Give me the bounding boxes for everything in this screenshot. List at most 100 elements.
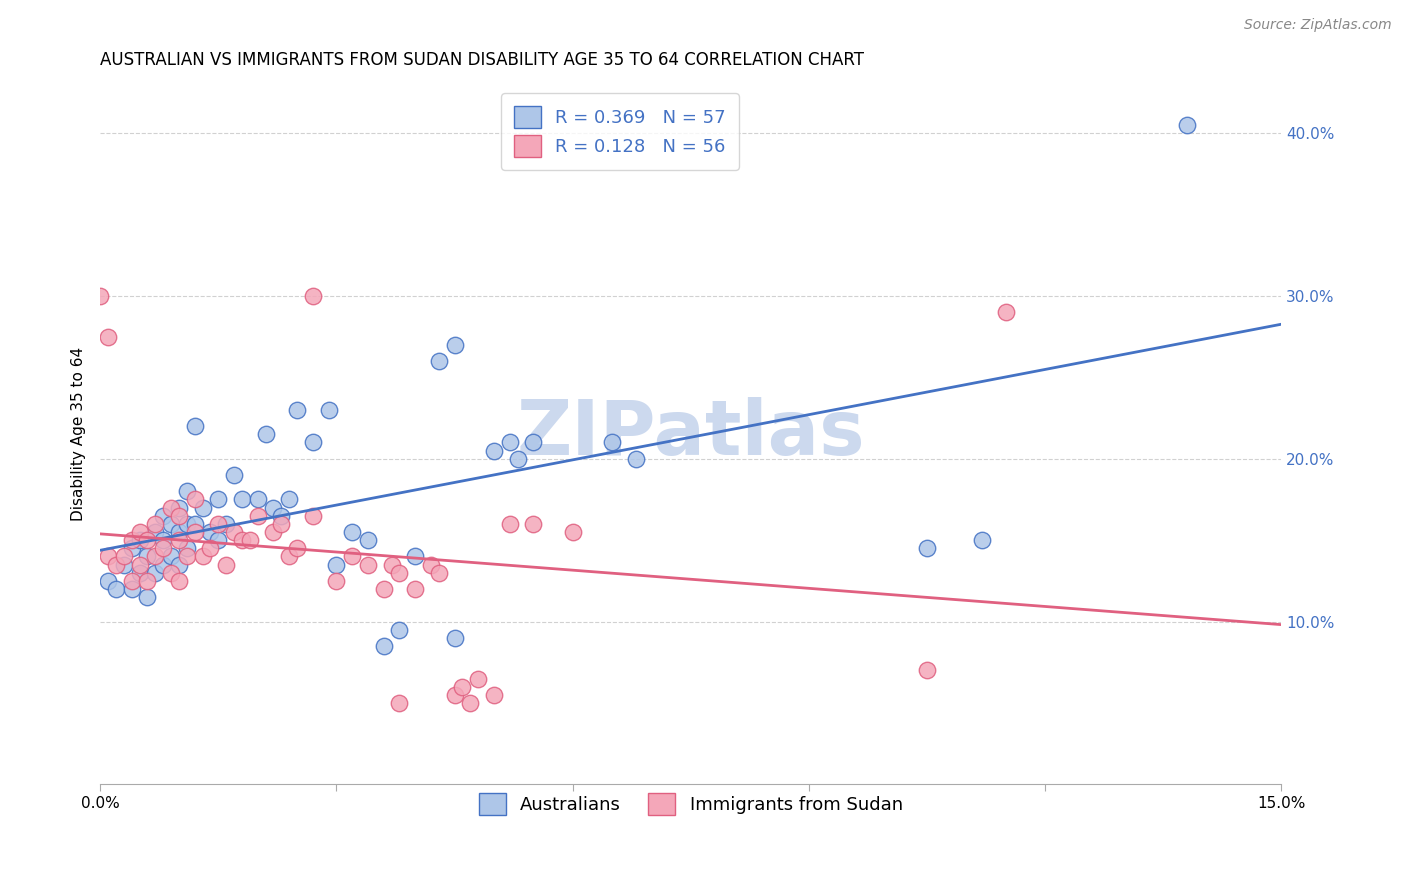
Point xyxy=(443,631,465,645)
Point xyxy=(152,541,174,556)
Point xyxy=(373,639,395,653)
Point xyxy=(506,451,529,466)
Point xyxy=(207,533,229,548)
Point xyxy=(972,533,994,548)
Point xyxy=(128,524,150,539)
Point xyxy=(152,533,174,548)
Point xyxy=(160,566,183,580)
Point xyxy=(458,696,481,710)
Point xyxy=(285,402,308,417)
Point xyxy=(239,533,262,548)
Point xyxy=(160,549,183,564)
Point xyxy=(215,558,238,572)
Legend: Australians, Immigrants from Sudan: Australians, Immigrants from Sudan xyxy=(470,784,912,824)
Point xyxy=(270,516,292,531)
Point xyxy=(176,516,198,531)
Text: ZIPatlas: ZIPatlas xyxy=(516,397,865,471)
Point xyxy=(270,508,292,523)
Point xyxy=(121,582,143,596)
Point xyxy=(183,524,205,539)
Point xyxy=(167,508,190,523)
Point xyxy=(404,549,426,564)
Point xyxy=(222,524,245,539)
Point xyxy=(121,541,143,556)
Point xyxy=(522,516,544,531)
Point xyxy=(388,696,411,710)
Point xyxy=(176,541,198,556)
Point xyxy=(152,508,174,523)
Point xyxy=(136,549,159,564)
Point xyxy=(915,664,938,678)
Point xyxy=(231,533,253,548)
Point xyxy=(128,558,150,572)
Point xyxy=(915,541,938,556)
Point xyxy=(262,524,284,539)
Point xyxy=(104,582,127,596)
Point xyxy=(167,574,190,588)
Point xyxy=(136,574,159,588)
Point xyxy=(167,500,190,515)
Point xyxy=(121,574,143,588)
Point xyxy=(97,329,120,343)
Point xyxy=(183,516,205,531)
Text: Source: ZipAtlas.com: Source: ZipAtlas.com xyxy=(1244,18,1392,32)
Point xyxy=(207,492,229,507)
Point xyxy=(160,500,183,515)
Point xyxy=(207,516,229,531)
Point xyxy=(340,524,363,539)
Point xyxy=(600,435,623,450)
Point xyxy=(183,492,205,507)
Point xyxy=(357,558,380,572)
Point xyxy=(191,549,214,564)
Point xyxy=(498,435,520,450)
Point xyxy=(183,419,205,434)
Point xyxy=(215,516,238,531)
Point xyxy=(443,688,465,702)
Point xyxy=(1175,118,1198,132)
Point xyxy=(443,337,465,351)
Point xyxy=(246,492,269,507)
Point xyxy=(97,574,120,588)
Point xyxy=(112,558,135,572)
Point xyxy=(301,435,323,450)
Point xyxy=(167,533,190,548)
Point xyxy=(482,443,505,458)
Point xyxy=(112,549,135,564)
Point xyxy=(136,533,159,548)
Point xyxy=(357,533,380,548)
Point xyxy=(340,549,363,564)
Point xyxy=(451,680,474,694)
Point xyxy=(482,688,505,702)
Point xyxy=(467,672,489,686)
Point xyxy=(498,516,520,531)
Point xyxy=(561,524,583,539)
Point xyxy=(246,508,269,523)
Point xyxy=(624,451,647,466)
Point xyxy=(388,566,411,580)
Point xyxy=(191,500,214,515)
Point xyxy=(167,524,190,539)
Point xyxy=(97,549,120,564)
Point xyxy=(176,484,198,499)
Point xyxy=(176,549,198,564)
Point xyxy=(278,549,301,564)
Point xyxy=(254,427,277,442)
Point xyxy=(143,524,166,539)
Text: AUSTRALIAN VS IMMIGRANTS FROM SUDAN DISABILITY AGE 35 TO 64 CORRELATION CHART: AUSTRALIAN VS IMMIGRANTS FROM SUDAN DISA… xyxy=(100,51,865,69)
Point xyxy=(278,492,301,507)
Point xyxy=(89,289,111,303)
Y-axis label: Disability Age 35 to 64: Disability Age 35 to 64 xyxy=(72,347,86,521)
Point xyxy=(301,289,323,303)
Point xyxy=(262,500,284,515)
Point xyxy=(318,402,340,417)
Point xyxy=(128,533,150,548)
Point xyxy=(222,468,245,483)
Point xyxy=(200,541,222,556)
Point xyxy=(994,305,1017,319)
Point xyxy=(522,435,544,450)
Point xyxy=(427,354,450,368)
Point xyxy=(152,558,174,572)
Point xyxy=(121,533,143,548)
Point xyxy=(325,574,347,588)
Point xyxy=(128,566,150,580)
